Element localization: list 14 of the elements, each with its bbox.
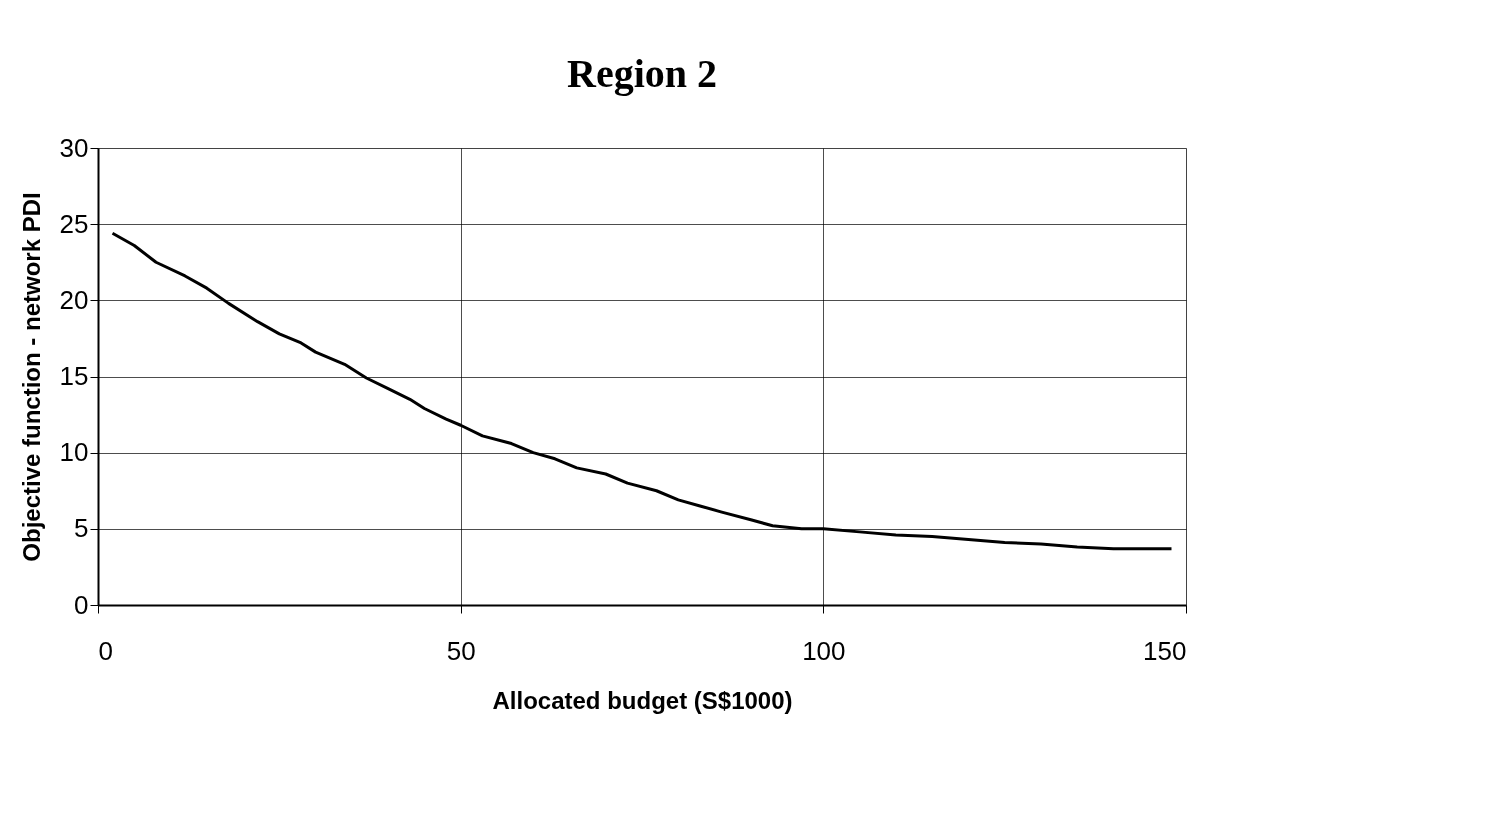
y-tick-label: 10	[59, 437, 89, 468]
y-tick-label: 15	[59, 361, 89, 391]
x-axis-title: Allocated budget (S$1000)	[492, 686, 793, 714]
x-tick-label: 150	[1143, 635, 1187, 666]
y-tick-label: 25	[59, 208, 89, 239]
chart-title: Region 2	[567, 51, 717, 96]
y-tick-label: 0	[74, 589, 89, 620]
y-tick-label: 30	[59, 132, 89, 163]
y-tick-label: 20	[59, 284, 89, 315]
x-tick-label: 0	[98, 635, 113, 666]
y-tick-label: 5	[74, 513, 89, 544]
x-tick-label: 100	[802, 635, 846, 666]
y-axis-title: Objective function - network PDI	[17, 192, 45, 562]
x-tick-label: 50	[446, 635, 476, 666]
